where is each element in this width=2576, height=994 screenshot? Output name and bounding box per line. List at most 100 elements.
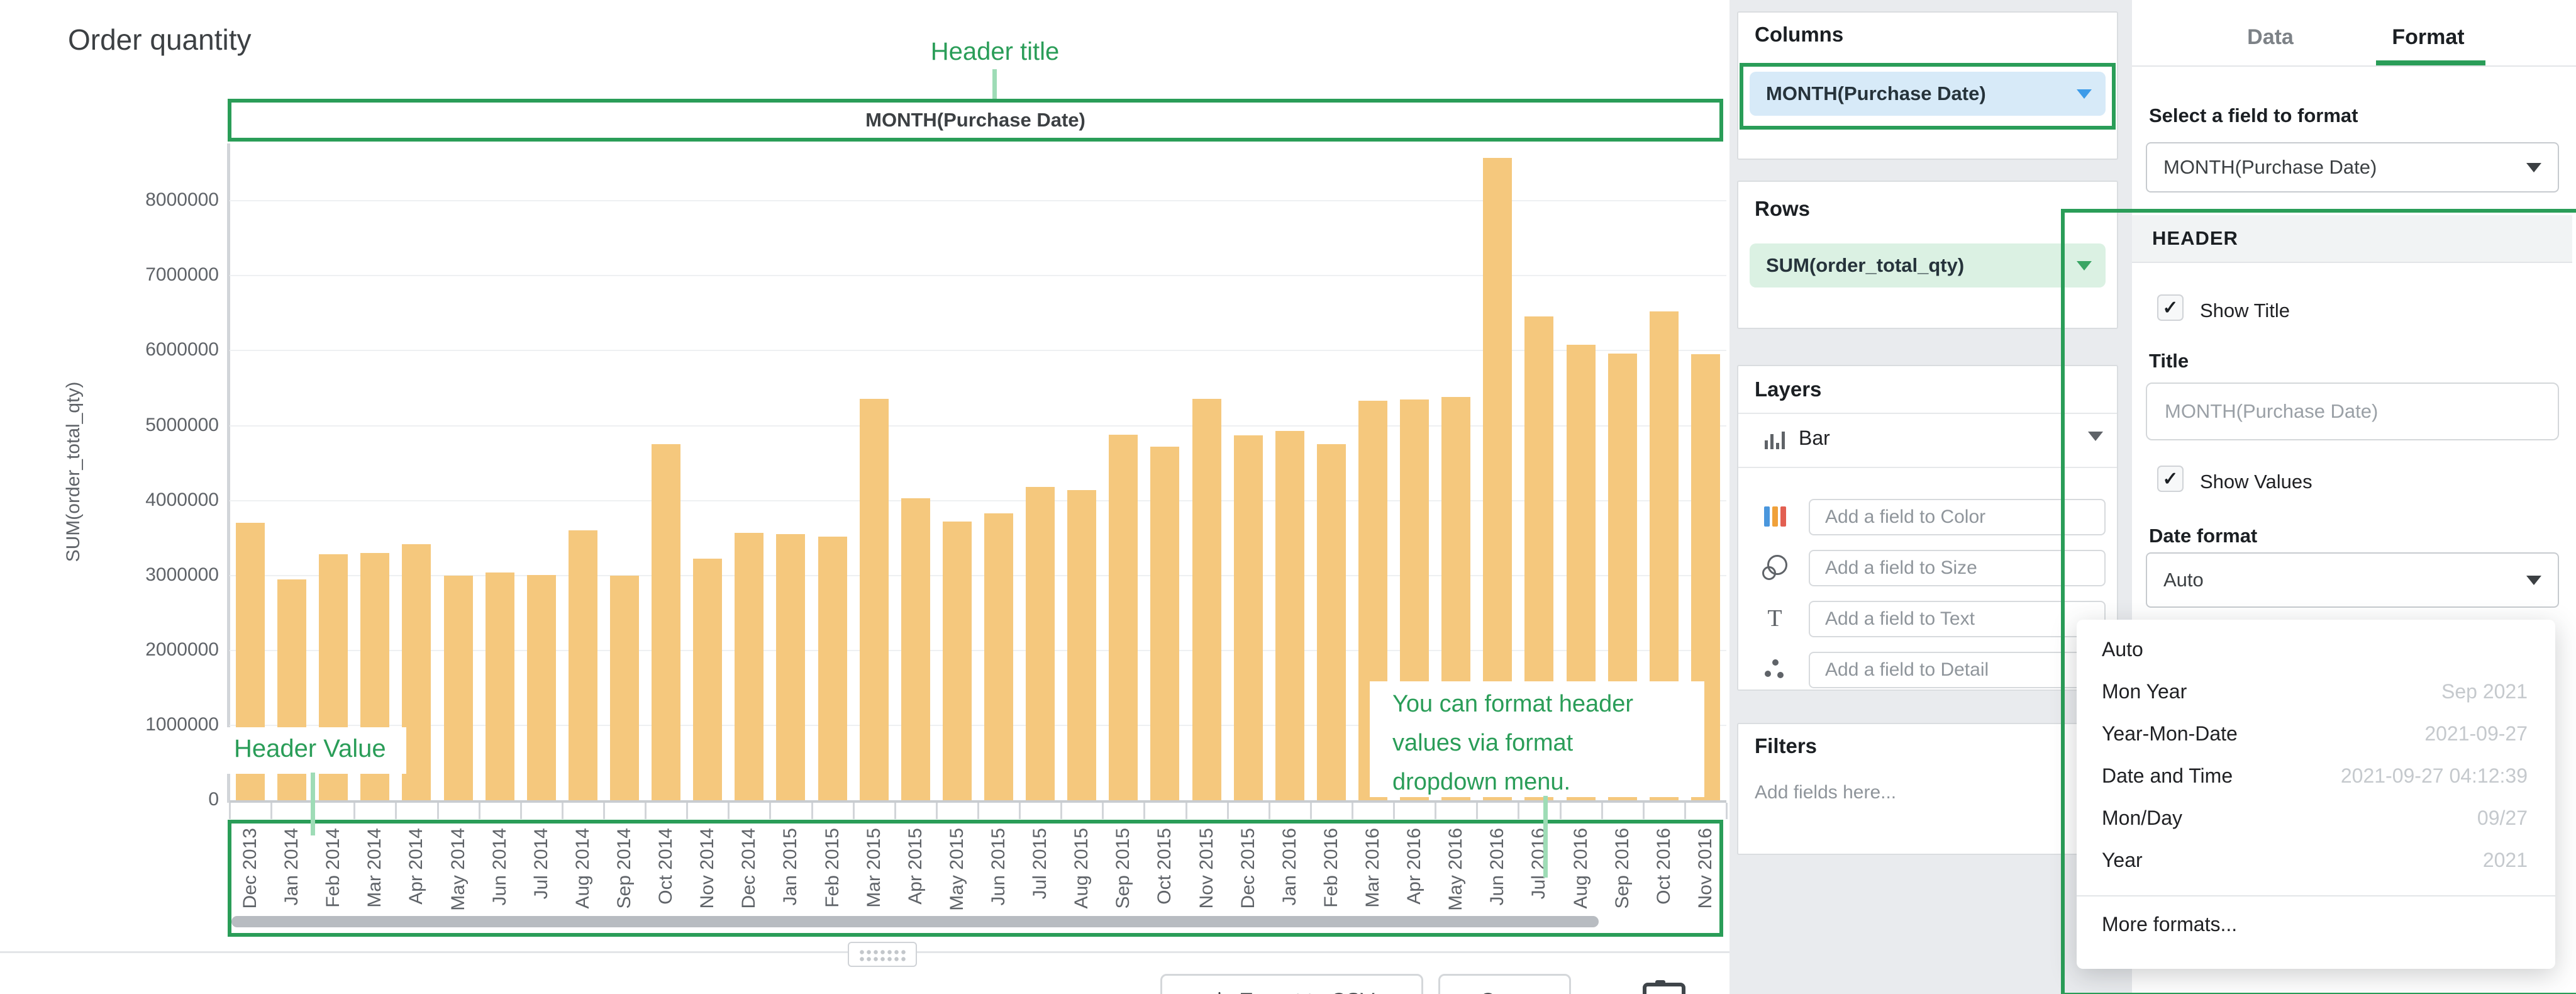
bar[interactable]: [1109, 434, 1138, 800]
x-tick: [1684, 803, 1686, 819]
layer-field-input[interactable]: Add a field to Detail: [1809, 652, 2106, 688]
gridline: [230, 500, 1726, 501]
annotation-format-note-box: You can format header values via format dr…: [1370, 681, 1704, 797]
export-csv-button[interactable]: Export to CSV: [1160, 974, 1423, 994]
x-axis-label: Mar 2015: [853, 828, 895, 927]
x-tick: [1102, 803, 1104, 819]
rows-field-pill[interactable]: SUM(order_total_qty): [1750, 243, 2106, 288]
x-tick: [602, 803, 605, 819]
show-values-checkbox[interactable]: ✓: [2157, 466, 2184, 492]
bar[interactable]: [1026, 487, 1055, 800]
x-axis-label: Mar 2016: [1352, 828, 1394, 927]
y-tick-label: 3000000: [145, 564, 219, 585]
x-axis-label-text: May 2015: [946, 828, 967, 911]
chevron-down-icon: [2526, 162, 2541, 172]
menu-item-year-mon-date[interactable]: Year-Mon-Date 2021-09-27: [2077, 713, 2555, 755]
bar[interactable]: [402, 544, 431, 800]
copy-button[interactable]: Copy: [1438, 974, 1571, 994]
x-axis-label: Apr 2015: [895, 828, 936, 927]
menu-item-mon-year[interactable]: Mon Year Sep 2021: [2077, 671, 2555, 713]
horizontal-scrollbar[interactable]: [231, 916, 1599, 927]
text-icon: T: [1767, 605, 1782, 632]
chart-header-box-label: MONTH(Purchase Date): [865, 109, 1085, 131]
show-title-checkbox[interactable]: ✓: [2157, 294, 2184, 321]
layer-field-input[interactable]: Add a field to Text: [1809, 601, 2106, 637]
columns-card: Columns MONTH(Purchase Date): [1737, 11, 2118, 160]
clipboard-icon[interactable]: [1643, 980, 1685, 994]
bar[interactable]: [1275, 430, 1304, 800]
bar[interactable]: [776, 534, 806, 800]
active-tab-underline: [2376, 60, 2485, 66]
layer-field-row: T Add a field to Text: [1738, 601, 2117, 637]
gridline: [230, 574, 1726, 576]
bar[interactable]: [485, 572, 514, 800]
resize-drag-handle[interactable]: [848, 942, 917, 967]
bar[interactable]: [1316, 444, 1346, 800]
x-axis-label-text: Sep 2015: [1113, 828, 1134, 909]
x-tick: [728, 803, 730, 819]
chevron-down-icon[interactable]: [2088, 432, 2103, 441]
x-axis-label: Jul 2016: [1518, 828, 1560, 927]
chevron-down-icon[interactable]: [2077, 260, 2092, 271]
bar[interactable]: [568, 530, 597, 800]
x-labels-highlight-box: [228, 820, 1723, 937]
bar[interactable]: [1233, 435, 1263, 800]
bar[interactable]: [610, 575, 640, 800]
x-axis-label-text: May 2016: [1445, 828, 1467, 911]
bar[interactable]: [818, 536, 847, 800]
gridline: [230, 350, 1726, 352]
menu-item-date-and-time[interactable]: Date and Time 2021-09-27 04:12:39: [2077, 755, 2555, 797]
menu-item-label: Year: [2102, 849, 2143, 871]
bar[interactable]: [1192, 398, 1221, 800]
field-select[interactable]: MONTH(Purchase Date): [2146, 142, 2559, 193]
x-tick: [1518, 803, 1520, 819]
layer-field-row: Add a field to Size: [1738, 550, 2117, 586]
x-tick: [1143, 803, 1146, 819]
menu-item-year[interactable]: Year 2021: [2077, 839, 2555, 881]
rows-card-title: Rows: [1755, 197, 1811, 220]
menu-item-more-formats[interactable]: More formats...: [2077, 896, 2555, 952]
more-formats-label: More formats...: [2102, 912, 2238, 935]
x-axis-label-text: Jan 2015: [780, 828, 801, 906]
filters-placeholder[interactable]: Add fields here...: [1755, 782, 1897, 803]
layer-field-placeholder: Add a field to Color: [1825, 506, 1986, 527]
bar[interactable]: [901, 498, 930, 800]
divider: [1738, 467, 2117, 468]
x-axis-label-text: Apr 2016: [1404, 828, 1425, 905]
bar[interactable]: [859, 398, 889, 800]
x-axis-label-text: Jul 2015: [1030, 828, 1051, 900]
x-tick: [1559, 803, 1562, 819]
export-csv-label: Export to CSV: [1239, 989, 1374, 994]
bar[interactable]: [693, 559, 723, 800]
title-input[interactable]: MONTH(Purchase Date): [2146, 383, 2559, 440]
y-tick-label: 7000000: [145, 264, 219, 286]
x-tick: [1268, 803, 1270, 819]
menu-item-mon-day[interactable]: Mon/Day 09/27: [2077, 797, 2555, 839]
x-axis-label-text: Jul 2014: [530, 828, 552, 900]
bar[interactable]: [735, 532, 764, 800]
rows-field-label: SUM(order_total_qty): [1766, 254, 1965, 276]
y-tick-label: 6000000: [145, 339, 219, 360]
bar[interactable]: [942, 521, 972, 800]
divider: [2077, 895, 2555, 896]
layer-type-label: Bar: [1799, 427, 1830, 449]
columns-field-pill[interactable]: MONTH(Purchase Date): [1750, 72, 2106, 116]
chevron-down-icon[interactable]: [2077, 89, 2092, 99]
layer-field-input[interactable]: Add a field to Color: [1809, 499, 2106, 535]
bar[interactable]: [1150, 446, 1180, 800]
tab-data[interactable]: Data: [2247, 25, 2294, 49]
bar[interactable]: [526, 574, 556, 800]
x-axis-label: Jan 2015: [770, 828, 811, 927]
bar[interactable]: [984, 513, 1014, 800]
x-tick: [1393, 803, 1396, 819]
tab-format[interactable]: Format: [2392, 25, 2465, 49]
menu-item-auto[interactable]: Auto: [2077, 628, 2555, 671]
x-axis-label: Sep 2016: [1602, 828, 1643, 927]
layer-field-input[interactable]: Add a field to Size: [1809, 550, 2106, 586]
date-format-select[interactable]: Auto: [2146, 552, 2559, 608]
header-section-band: HEADER: [2132, 215, 2572, 262]
date-format-label: Date format: [2149, 525, 2258, 547]
bar[interactable]: [652, 444, 681, 800]
bar[interactable]: [443, 575, 473, 800]
bar[interactable]: [1067, 489, 1097, 800]
